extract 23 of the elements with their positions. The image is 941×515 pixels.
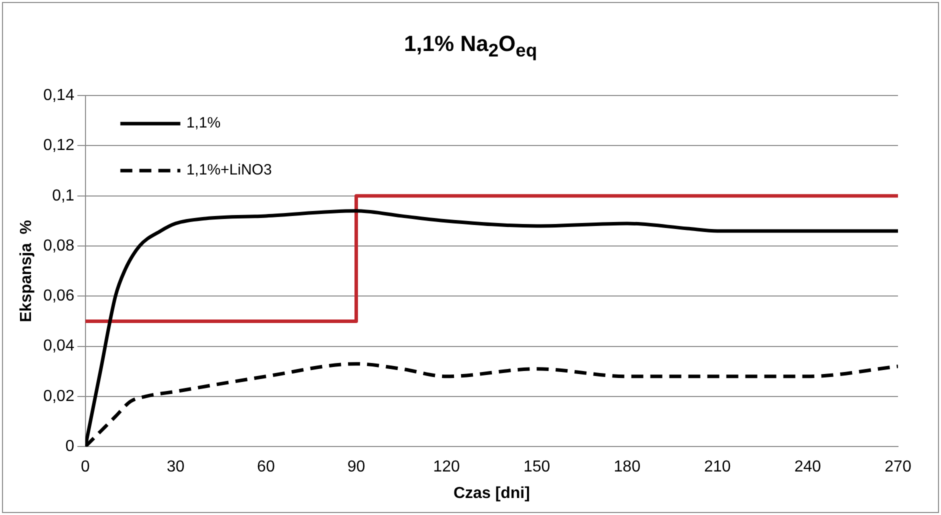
y-tick-label: 0	[65, 438, 74, 456]
x-tick-label: 90	[347, 458, 366, 476]
x-tick-label: 150	[523, 458, 550, 476]
chart-title: 1,1% Na$_{2}$O$_{eq}$	[402, 31, 538, 62]
legend-label: 1,1%	[186, 114, 221, 132]
x-tick-label: 120	[433, 458, 460, 476]
legend-label: 1,1%+LiNO3	[186, 162, 272, 179]
y-tick-label: 0,14	[43, 87, 74, 104]
x-axis-title: Czas [dni]	[453, 484, 530, 502]
x-tick-label: 210	[704, 458, 731, 476]
x-tick-label: 270	[884, 458, 912, 476]
y-tick-label: 0,04	[43, 338, 74, 355]
y-tick-label: 0,1	[52, 187, 74, 204]
y-tick-label: 0,12	[43, 137, 74, 154]
x-tick-label: 180	[614, 458, 641, 476]
y-tick-label: 0,06	[43, 288, 74, 305]
x-tick-label: 60	[257, 458, 275, 476]
x-tick-label: 0	[80, 458, 90, 476]
y-tick-label: 0,08	[43, 237, 74, 254]
x-tick-label: 240	[794, 458, 822, 476]
x-tick-label: 30	[166, 458, 185, 476]
y-tick-label: 0,02	[43, 388, 74, 405]
y-axis-title: Ekspansja %	[18, 220, 36, 322]
